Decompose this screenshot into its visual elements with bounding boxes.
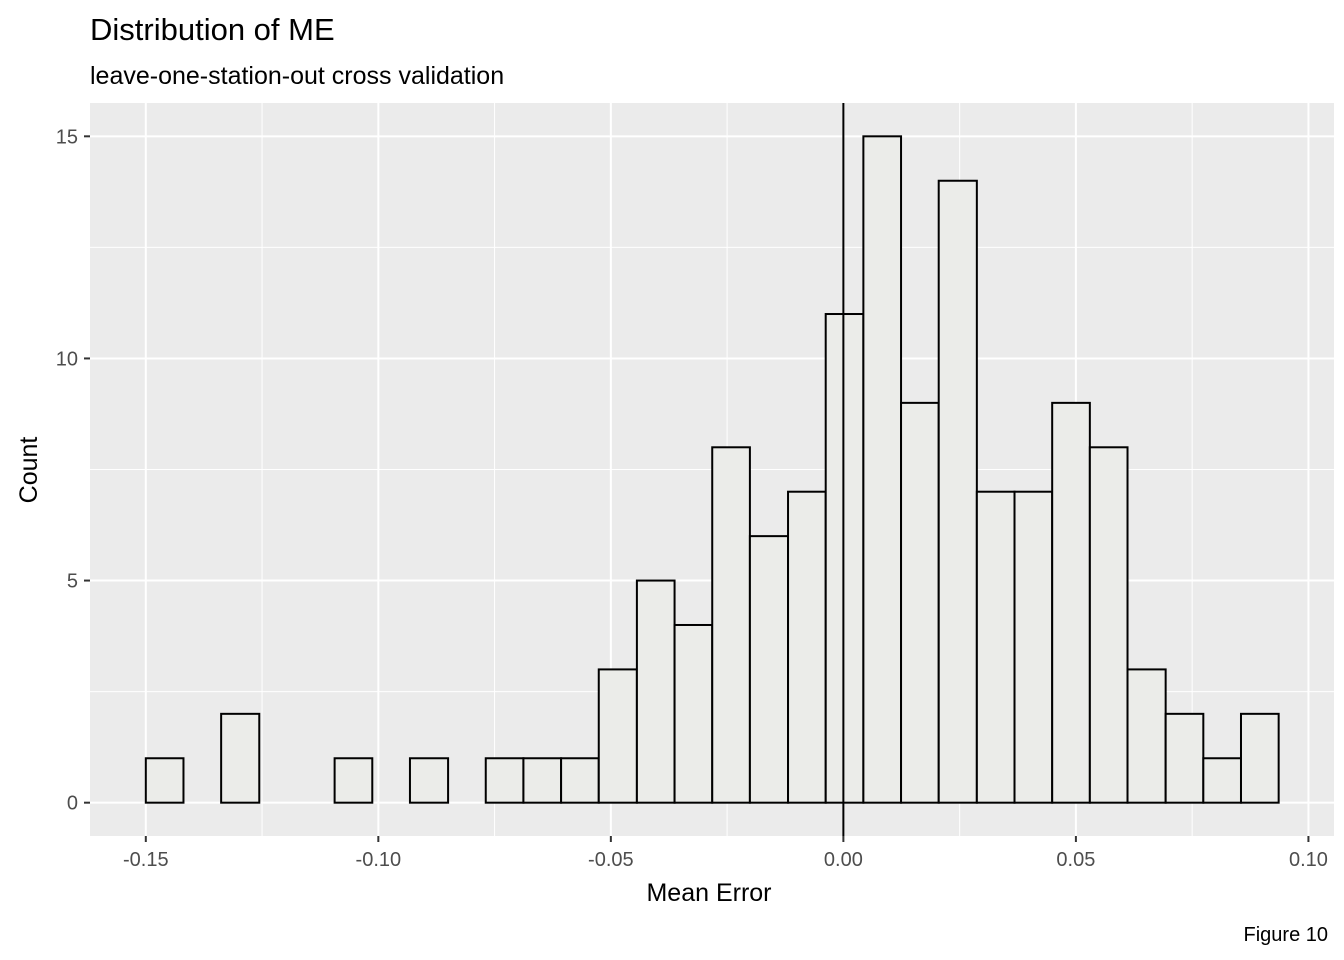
histogram-bar xyxy=(1013,490,1054,804)
histogram-bar xyxy=(824,313,865,804)
x-axis-ticks: -0.15 -0.10 -0.05 0.00 0.05 0.10 xyxy=(123,836,1328,871)
histogram-bars xyxy=(144,135,1280,804)
x-tick-label: 0.05 xyxy=(1056,849,1095,871)
y-tick-label: 15 xyxy=(56,126,78,148)
histogram-bar xyxy=(937,179,978,804)
histogram-bar xyxy=(862,135,903,804)
histogram-bar xyxy=(1164,712,1205,804)
histogram-bar xyxy=(560,757,600,804)
histogram-bar xyxy=(522,757,563,804)
histogram-bar xyxy=(408,757,450,804)
histogram-bar xyxy=(1051,401,1091,804)
histogram-bar xyxy=(1239,712,1280,804)
histogram-bar xyxy=(673,623,714,804)
x-tick-label: -0.15 xyxy=(123,849,169,871)
histogram-bar xyxy=(900,401,940,804)
chart-title: Distribution of ME xyxy=(90,12,335,47)
y-tick-label: 10 xyxy=(56,348,78,370)
x-tick-label: -0.05 xyxy=(588,849,634,871)
y-axis-ticks: 0 5 10 15 xyxy=(56,126,90,815)
x-tick-label: 0.00 xyxy=(824,849,863,871)
histogram-bar xyxy=(635,579,676,804)
x-tick-label: -0.10 xyxy=(356,849,402,871)
histogram-bar xyxy=(220,712,261,804)
figure-caption: Figure 10 xyxy=(1244,924,1329,946)
histogram-bar xyxy=(333,757,374,804)
histogram-bar xyxy=(711,446,751,804)
y-tick-label: 0 xyxy=(67,793,78,815)
x-tick-label: 0.10 xyxy=(1289,849,1328,871)
y-tick-label: 5 xyxy=(67,571,78,593)
y-axis-title: Count xyxy=(15,437,43,504)
histogram-bar xyxy=(975,490,1016,804)
chart-subtitle: leave-one-station-out cross validation xyxy=(90,62,504,90)
histogram-bar xyxy=(1202,757,1242,804)
histogram-bar xyxy=(144,757,185,804)
histogram-bar xyxy=(484,757,525,804)
histogram-bar xyxy=(1126,668,1167,804)
histogram-bar xyxy=(1088,446,1129,804)
x-axis-title: Mean Error xyxy=(646,879,771,907)
histogram-bar xyxy=(787,490,827,804)
histogram-bar xyxy=(748,535,790,804)
histogram-bar xyxy=(597,668,638,804)
